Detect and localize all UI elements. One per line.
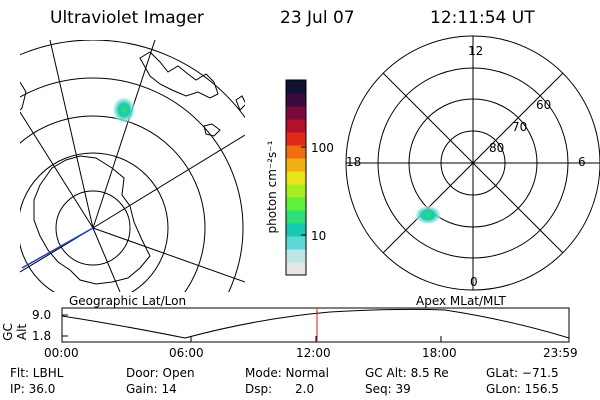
colorbar-tick-10: 10 bbox=[311, 229, 327, 243]
colorbar-segment bbox=[286, 80, 306, 94]
coastline bbox=[235, 95, 245, 111]
altitude-curve bbox=[61, 308, 570, 339]
mlt-label-18: 18 bbox=[346, 155, 362, 169]
colorbar-segment bbox=[286, 132, 306, 146]
altitude-ytick-min: 1.8 bbox=[32, 329, 52, 343]
ip-info: IP: 36.0 bbox=[10, 382, 56, 396]
glat-info: GLat: −71.5 bbox=[486, 366, 559, 380]
coastline bbox=[203, 123, 221, 137]
time-tick: 00:00 bbox=[44, 346, 79, 360]
meridian bbox=[92, 40, 156, 229]
spacecraft-track bbox=[21, 227, 94, 269]
gain-info: Gain: 14 bbox=[126, 382, 177, 396]
colorbar-segment bbox=[286, 249, 306, 263]
geographic-panel-label: Geographic Lat/Lon bbox=[69, 294, 187, 308]
mlat-label-70: 70 bbox=[512, 120, 528, 134]
altitude-ytick-max: 9.0 bbox=[32, 308, 52, 322]
colorbar-tick-100: 100 bbox=[311, 141, 334, 155]
observation-date: 23 Jul 07 bbox=[280, 8, 355, 28]
colorbar-unit-label: photon cm⁻²s⁻¹ bbox=[265, 140, 279, 234]
colorbar-segment bbox=[286, 106, 306, 120]
auroral-emission-right bbox=[414, 205, 442, 225]
colorbar-segment bbox=[286, 145, 306, 159]
lat-circle bbox=[20, 152, 169, 292]
time-tick: 18:00 bbox=[422, 346, 457, 360]
seq-info: Seq: 39 bbox=[365, 382, 411, 396]
dsp-info: Dsp: 2.0 bbox=[245, 382, 315, 396]
auroral-emission-left bbox=[112, 96, 136, 124]
colorbar-segment bbox=[286, 93, 306, 107]
coastline bbox=[20, 81, 27, 111]
mlat-label-60: 60 bbox=[536, 98, 552, 112]
meridian bbox=[92, 227, 245, 283]
meridian bbox=[92, 134, 245, 229]
mlt-label-0: 0 bbox=[470, 275, 478, 289]
colorbar-segment bbox=[286, 236, 306, 250]
filter-info: Flt: LBHL bbox=[10, 366, 64, 380]
colorbar-segment bbox=[286, 262, 306, 276]
polar-dial bbox=[345, 35, 600, 291]
colorbar bbox=[286, 80, 306, 276]
colorbar-segment bbox=[286, 158, 306, 172]
colorbar-segment bbox=[286, 171, 306, 185]
time-tick: 12:00 bbox=[296, 346, 331, 360]
mlt-label-12: 12 bbox=[468, 44, 484, 58]
colorbar-segment bbox=[286, 197, 306, 211]
colorbar-segment bbox=[286, 184, 306, 198]
lat-circle bbox=[20, 77, 244, 292]
altitude-ylabel: GC Alt bbox=[1, 323, 29, 341]
lat-circle bbox=[20, 40, 245, 119]
instrument-title: Ultraviolet Imager bbox=[50, 8, 204, 28]
observation-time: 12:11:54 UT bbox=[430, 8, 535, 28]
colorbar-segment bbox=[286, 223, 306, 237]
meridian bbox=[20, 111, 94, 229]
colorbar-segment bbox=[286, 119, 306, 133]
mlat-label-80: 80 bbox=[489, 141, 505, 155]
gc-alt-info: GC Alt: 8.5 Re bbox=[365, 366, 449, 380]
meridian bbox=[49, 40, 94, 229]
glon-info: GLon: 156.5 bbox=[486, 382, 559, 396]
door-info: Door: Open bbox=[126, 366, 195, 380]
altitude-plot bbox=[61, 307, 570, 343]
lat-circle bbox=[20, 115, 206, 292]
colorbar-segment bbox=[286, 210, 306, 224]
coastline bbox=[33, 155, 151, 285]
mlt-label-6: 6 bbox=[578, 155, 586, 169]
mlt-line bbox=[382, 72, 564, 254]
time-tick: 06:00 bbox=[169, 346, 204, 360]
lat-circle bbox=[55, 190, 131, 266]
time-tick: 23:59 bbox=[543, 346, 578, 360]
mode-info: Mode: Normal bbox=[245, 366, 329, 380]
apex-panel-label: Apex MLat/MLT bbox=[416, 294, 506, 308]
coastline bbox=[139, 51, 219, 99]
